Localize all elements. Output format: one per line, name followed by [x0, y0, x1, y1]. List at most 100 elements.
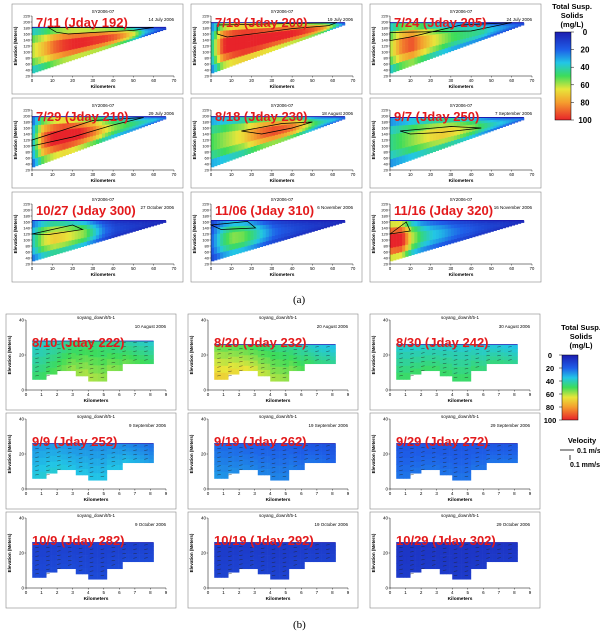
tss-cell — [265, 121, 270, 128]
tss-cell — [469, 135, 473, 139]
velocity-vector — [271, 350, 276, 352]
velocity-vector — [249, 465, 254, 467]
tss-cell — [50, 138, 54, 147]
tss-cell — [262, 121, 267, 128]
tss-cell — [393, 117, 397, 126]
tss-cell — [296, 132, 300, 137]
panel-date: 16 November 2006 — [494, 205, 533, 210]
y-tick-label: 220 — [381, 13, 388, 18]
tss-cell — [44, 154, 48, 163]
tss-cell — [71, 542, 77, 549]
tss-cell — [310, 451, 315, 456]
tss-cell — [321, 356, 327, 361]
tss-cell — [148, 458, 154, 464]
panel-date: 27 October 2006 — [140, 205, 174, 210]
tss-cell — [432, 40, 436, 47]
tss-cell — [118, 464, 123, 471]
tss-cell — [256, 116, 260, 123]
tss-cell — [284, 124, 288, 129]
tss-cell — [299, 128, 303, 133]
tss-cell — [238, 143, 242, 151]
tss-cell — [241, 116, 245, 124]
tss-cell — [310, 458, 315, 464]
velocity-vector — [271, 368, 276, 370]
velocity-vector — [57, 348, 61, 350]
tss-cell — [239, 464, 245, 471]
tss-cell — [114, 448, 119, 455]
tss-cell — [439, 449, 444, 457]
tss-cell — [117, 220, 121, 224]
tss-cell — [217, 464, 222, 472]
tss-cell — [153, 121, 158, 123]
tss-cell — [475, 233, 479, 237]
tss-cell — [450, 224, 455, 229]
tss-cell — [300, 443, 305, 450]
tss-cell — [141, 227, 145, 230]
tss-cell — [89, 49, 94, 55]
x-tick-label: 1 — [404, 392, 407, 397]
tss-cell — [236, 356, 240, 363]
tss-cell — [259, 220, 264, 226]
tss-cell — [446, 363, 450, 370]
tss-cell — [71, 38, 75, 44]
tss-cell — [447, 228, 452, 233]
tss-cell — [138, 126, 142, 129]
tss-cell — [108, 229, 112, 233]
velocity-vector — [46, 362, 50, 364]
tss-cell — [450, 231, 455, 236]
tss-cell — [466, 30, 470, 35]
x-tick-label: 3 — [71, 491, 74, 496]
velocity-vector — [100, 574, 105, 576]
tss-cell — [308, 22, 312, 26]
tss-cell — [280, 30, 285, 36]
tss-cell — [441, 132, 446, 139]
velocity-vector — [464, 368, 469, 370]
tss-cell — [232, 22, 236, 30]
tss-cell — [62, 236, 66, 242]
tss-cell — [420, 123, 424, 131]
x-tick-label: 50 — [489, 172, 494, 177]
tss-cell — [144, 220, 148, 223]
tss-cell — [432, 123, 436, 130]
velocity-vector — [326, 350, 330, 352]
tss-cell — [493, 117, 497, 120]
tss-cell — [214, 47, 218, 56]
tss-cell — [32, 247, 36, 255]
tss-cell — [259, 229, 264, 234]
tss-cell — [238, 49, 242, 57]
velocity-vector — [100, 363, 105, 365]
tss-cell — [323, 221, 327, 224]
tss-cell — [512, 359, 518, 365]
tss-cell — [264, 456, 268, 463]
tss-cell — [114, 220, 118, 224]
panel-model-label: SY2006-07 — [271, 103, 294, 108]
tss-cell — [92, 135, 97, 141]
tss-cell — [310, 557, 315, 563]
velocity-vector — [399, 469, 403, 471]
tss-cell — [131, 341, 136, 346]
tss-cell — [56, 39, 60, 47]
tss-cell — [323, 124, 327, 127]
tss-cell — [239, 558, 245, 564]
tss-cell — [232, 29, 236, 38]
tss-cell — [329, 223, 334, 225]
velocity-vector — [421, 455, 425, 457]
tss-cell — [138, 36, 142, 39]
y-axis-label: Elevation (Meters) — [13, 214, 18, 253]
tss-cell — [122, 359, 126, 365]
velocity-vector — [508, 445, 512, 447]
velocity-vector — [35, 353, 39, 355]
tss-cell — [517, 118, 522, 120]
tss-cell — [159, 28, 164, 30]
tss-cell — [153, 28, 158, 30]
tss-cell — [514, 119, 519, 121]
y-tick-label: 60 — [205, 61, 210, 66]
tss-cell — [408, 232, 412, 239]
tss-cell — [102, 557, 108, 565]
panel-model-label: soyang_down/t/5-1 — [77, 315, 116, 320]
tss-cell — [38, 239, 42, 247]
tss-cell — [438, 38, 443, 45]
tss-cell — [299, 125, 303, 130]
x-tick-label: 70 — [351, 78, 356, 83]
tss-cell — [48, 449, 52, 456]
